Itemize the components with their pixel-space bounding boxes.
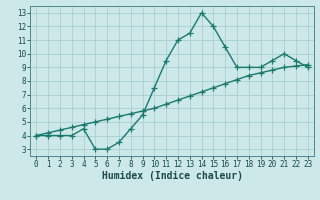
X-axis label: Humidex (Indice chaleur): Humidex (Indice chaleur) xyxy=(101,171,243,181)
